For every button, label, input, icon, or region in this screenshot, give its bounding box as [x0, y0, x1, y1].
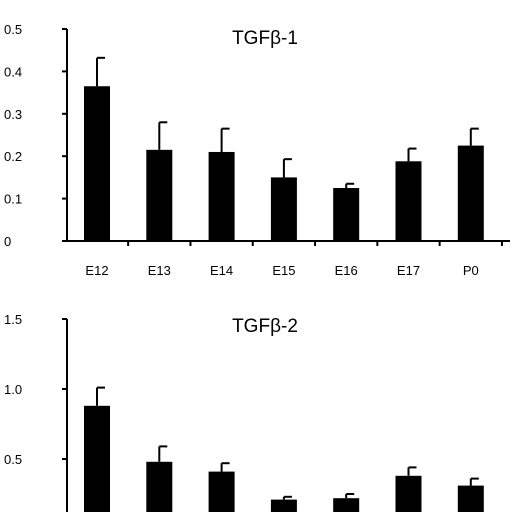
bar: [333, 498, 360, 512]
tgfb1-chart: TGFβ-1 0 0.1 0.2 0.3 0.4 0.5 E12 E13 E14 E15 E16 E1…: [4, 22, 510, 278]
bar: [457, 485, 484, 512]
x-tick-label: E17: [397, 263, 420, 278]
y-tick-label: 0: [4, 234, 11, 249]
y-tick-label: 0.5: [4, 22, 22, 37]
y-tick-label: 0.3: [4, 107, 22, 122]
tgfb2-chart: TGFβ-2 0.5 1.0 1.5: [4, 312, 484, 512]
y-tick-label: 0.2: [4, 149, 22, 164]
bar: [208, 151, 235, 241]
bar: [146, 149, 173, 241]
bar: [146, 461, 173, 512]
x-tick-label: E15: [272, 263, 295, 278]
y-tick-label: 0.1: [4, 192, 22, 207]
y-tick-label: 0.5: [4, 452, 22, 467]
bar: [84, 86, 110, 242]
x-tick-label: E13: [148, 263, 171, 278]
x-tick-label: E14: [210, 263, 233, 278]
x-tick-label: E16: [335, 263, 358, 278]
y-tick-label: 1.0: [4, 382, 22, 397]
x-tick-label: P0: [463, 263, 479, 278]
bar: [333, 188, 360, 241]
chart-title: TGFβ-2: [232, 316, 298, 337]
bar: [270, 499, 297, 512]
y-tick-label: 1.5: [4, 312, 22, 327]
y-tick-label: 0.4: [4, 64, 22, 79]
bar: [270, 177, 297, 241]
chart-title: TGFβ-1: [232, 28, 298, 49]
bar: [395, 475, 422, 512]
bar: [457, 145, 484, 241]
x-tick-label: E12: [85, 263, 108, 278]
bar: [395, 161, 422, 241]
bar: [84, 405, 110, 512]
bar: [208, 471, 235, 512]
